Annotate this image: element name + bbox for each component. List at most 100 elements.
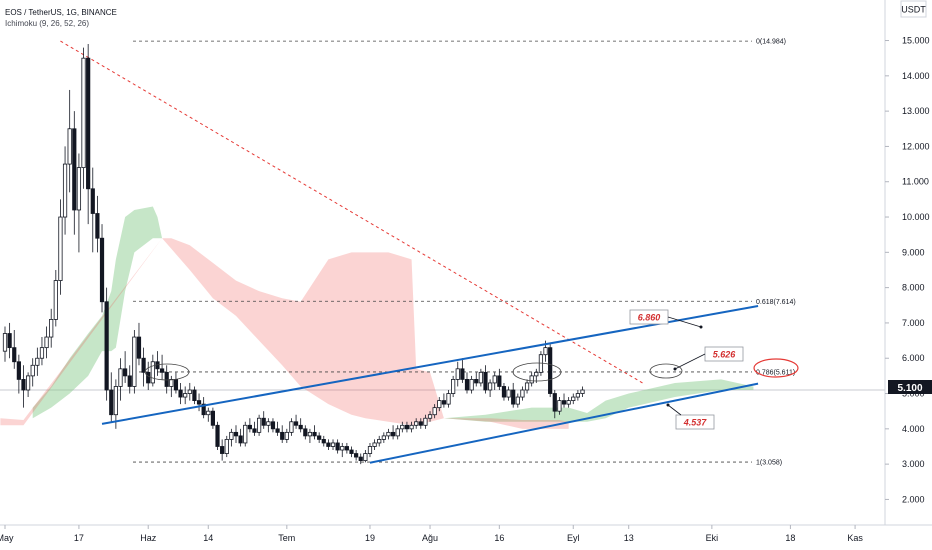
indicator-legend[interactable]: Ichimoku (9, 26, 52, 26) [5, 19, 90, 28]
candle-body-46 [215, 424, 220, 447]
x-tick-label-6: Ağu [422, 533, 438, 543]
candle-body-78 [363, 453, 368, 462]
candle-94 [437, 397, 442, 412]
candle-body-114 [529, 375, 534, 384]
candle-48 [224, 435, 229, 458]
candle-62 [289, 418, 294, 436]
candle-body-71 [330, 442, 336, 447]
candle-body-19 [90, 188, 95, 214]
candle-body-81 [377, 439, 382, 444]
y-tick-label-1: 3.000 [902, 459, 925, 469]
y-tick-label-12: 14.000 [902, 71, 930, 81]
candle-body-74 [344, 446, 349, 451]
y-tick-label-13: 15.000 [902, 36, 930, 46]
candle-40 [187, 382, 192, 401]
candle-14 [67, 89, 72, 193]
candle-67 [312, 425, 317, 440]
price-annotations: 6.860 5.626 4.537 [629, 309, 744, 430]
candle-19 [90, 167, 95, 253]
candle-body-76 [354, 453, 359, 458]
candle-106 [492, 372, 497, 390]
candle-120 [557, 397, 562, 415]
last-price-label: 5.100 [897, 383, 922, 394]
candle-54 [252, 421, 257, 436]
candle-30 [141, 347, 146, 387]
candle-body-5 [25, 375, 31, 391]
x-tick-label-10: Eki [706, 533, 719, 543]
candle-101 [469, 375, 474, 394]
candle-body-45 [210, 410, 215, 426]
candle-92 [427, 411, 433, 422]
annotation-1[interactable]: 5.626 [673, 346, 744, 371]
candle-98 [455, 361, 460, 387]
candle-41 [192, 386, 197, 405]
fibonacci-retracement: 0(14.984) 0.618(7.614) 0.786(5.611) 1(3.058… [133, 39, 796, 467]
candle-113 [524, 379, 530, 394]
candle-body-94 [437, 400, 442, 409]
candle-body-20 [95, 213, 100, 239]
y-tick-label-0: 2.000 [902, 494, 925, 504]
candle-9 [44, 326, 49, 359]
candle-114 [529, 372, 534, 387]
candle-body-66 [307, 431, 313, 437]
candle-2 [12, 329, 17, 369]
annotation-0[interactable]: 6.860 [629, 309, 703, 329]
kumo-green-0 [32, 206, 163, 419]
annotation-2[interactable]: 4.537 [666, 403, 715, 430]
candle-96 [446, 390, 451, 408]
candle-body-43 [201, 403, 206, 416]
annotation-arrow-2 [667, 404, 682, 416]
candle-body-50 [233, 431, 239, 437]
candle-body-9 [44, 336, 49, 349]
candle-43 [201, 397, 206, 419]
candle-36 [169, 375, 174, 398]
diagonal-trend-line[interactable] [60, 40, 643, 384]
candle-body-17 [81, 57, 86, 169]
candle-body-67 [312, 431, 317, 437]
candle-25 [118, 358, 123, 401]
x-tick-label-5: 19 [365, 533, 375, 543]
x-tick-label-7: 16 [494, 533, 504, 543]
candle-81 [377, 435, 382, 447]
channel-upper-line[interactable] [101, 305, 759, 425]
candle-68 [317, 432, 322, 443]
candle-body-82 [381, 435, 386, 440]
candle-87 [404, 421, 410, 433]
candle-6 [30, 358, 35, 387]
candle-body-21 [99, 237, 105, 303]
candle-121 [561, 393, 567, 408]
candle-42 [196, 393, 202, 412]
candle-body-48 [224, 439, 229, 454]
candle-body-38 [178, 389, 183, 398]
candle-body-65 [303, 428, 308, 437]
candle-body-22 [104, 301, 109, 391]
candle-body-70 [326, 442, 331, 447]
candle-body-44 [206, 410, 211, 416]
candle-body-28 [132, 336, 137, 387]
y-tick-label-7: 9.000 [902, 247, 925, 257]
candle-body-18 [86, 57, 91, 190]
y-tick-label-11: 13.000 [902, 106, 930, 116]
currency-badge[interactable] [900, 0, 927, 18]
candle-body-99 [460, 368, 465, 380]
candle-125 [580, 386, 585, 398]
candle-75 [349, 446, 354, 458]
kumo-green-1 [443, 379, 754, 422]
candle-53 [247, 418, 252, 433]
candle-59 [275, 421, 280, 436]
candle-83 [386, 428, 391, 440]
channel-lower-line[interactable] [369, 382, 759, 464]
x-tick-label-9: 13 [624, 533, 634, 543]
candle-body-11 [53, 280, 58, 320]
candle-80 [372, 439, 377, 451]
candle-107 [497, 368, 502, 390]
candle-body-27 [127, 375, 132, 387]
candle-body-31 [146, 371, 151, 384]
symbol-legend[interactable]: EOS / TetherUS, 1G, BINANCE [5, 8, 117, 17]
y-tick-label-9: 11.000 [902, 177, 929, 187]
candle-3 [16, 354, 21, 394]
candle-55 [256, 414, 262, 436]
candle-27 [127, 365, 132, 394]
time-axis[interactable]: May 17 Haz 14 Tem 19 Ağu 16 Eyl 13 Eki 18 Kas [0, 525, 863, 543]
